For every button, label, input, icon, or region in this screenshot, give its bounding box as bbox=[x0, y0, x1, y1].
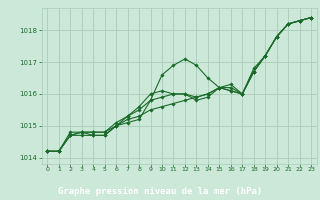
Text: Graphe pression niveau de la mer (hPa): Graphe pression niveau de la mer (hPa) bbox=[58, 186, 262, 196]
